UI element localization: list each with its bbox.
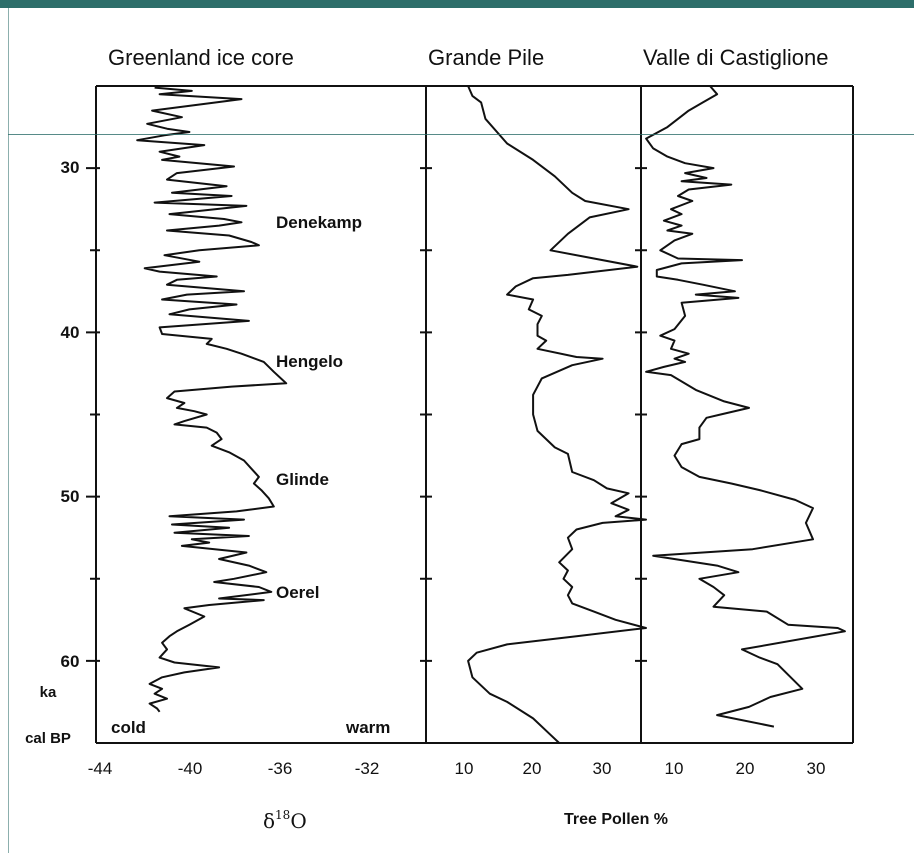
y-tick-label: 30 (61, 158, 80, 177)
y-unit-cal-bp: cal BP (25, 730, 71, 747)
y-tick-label: 60 (61, 652, 80, 671)
x-tick-label: -36 (268, 759, 293, 778)
slide-header-band (0, 0, 914, 8)
x-tick-label: -32 (355, 759, 380, 778)
x-axis-title-delta-o18: δ18O (263, 808, 307, 833)
x-axis-title-tree-pollen: Tree Pollen % (564, 811, 668, 828)
panel-title-valle-di-castiglione: Valle di Castiglione (643, 45, 828, 70)
panel-title-greenland: Greenland ice core (108, 45, 294, 70)
event-label-glinde: Glinde (276, 470, 329, 489)
y-axis: 30 40 50 60 ka cal BP (25, 158, 79, 747)
x-tick-label: 20 (736, 759, 755, 778)
annotation-cold: cold (111, 718, 146, 737)
grande-pile-pollen-curve (467, 85, 647, 744)
y-tick-label: 50 (61, 487, 80, 506)
y-unit-ka: ka (40, 684, 57, 701)
y-tick-marks (86, 167, 647, 662)
slide-divider-rule (8, 134, 914, 135)
x-tick-label: -44 (88, 759, 113, 778)
greenland-d18o-curve (136, 86, 288, 713)
event-label-hengelo: Hengelo (276, 352, 343, 371)
x-axis-valle-di-castiglione: 10 20 30 (665, 759, 826, 778)
x-tick-label: 30 (807, 759, 826, 778)
y-tick-label: 40 (61, 323, 80, 342)
panel-title-grande-pile: Grande Pile (428, 45, 544, 70)
annotation-warm: warm (345, 718, 390, 737)
slide-left-rule (8, 8, 9, 853)
x-axis-greenland: -44 -40 -36 -32 (88, 759, 380, 778)
event-label-oerel: Oerel (276, 583, 319, 602)
valle-di-castiglione-pollen-curve (645, 85, 846, 728)
x-tick-label: 30 (593, 759, 612, 778)
x-tick-label: 10 (665, 759, 684, 778)
x-tick-label: 10 (455, 759, 474, 778)
x-axis-grande-pile: 10 20 30 (455, 759, 612, 778)
x-tick-label: -40 (178, 759, 203, 778)
x-tick-label: 20 (523, 759, 542, 778)
event-label-denekamp: Denekamp (276, 213, 362, 232)
